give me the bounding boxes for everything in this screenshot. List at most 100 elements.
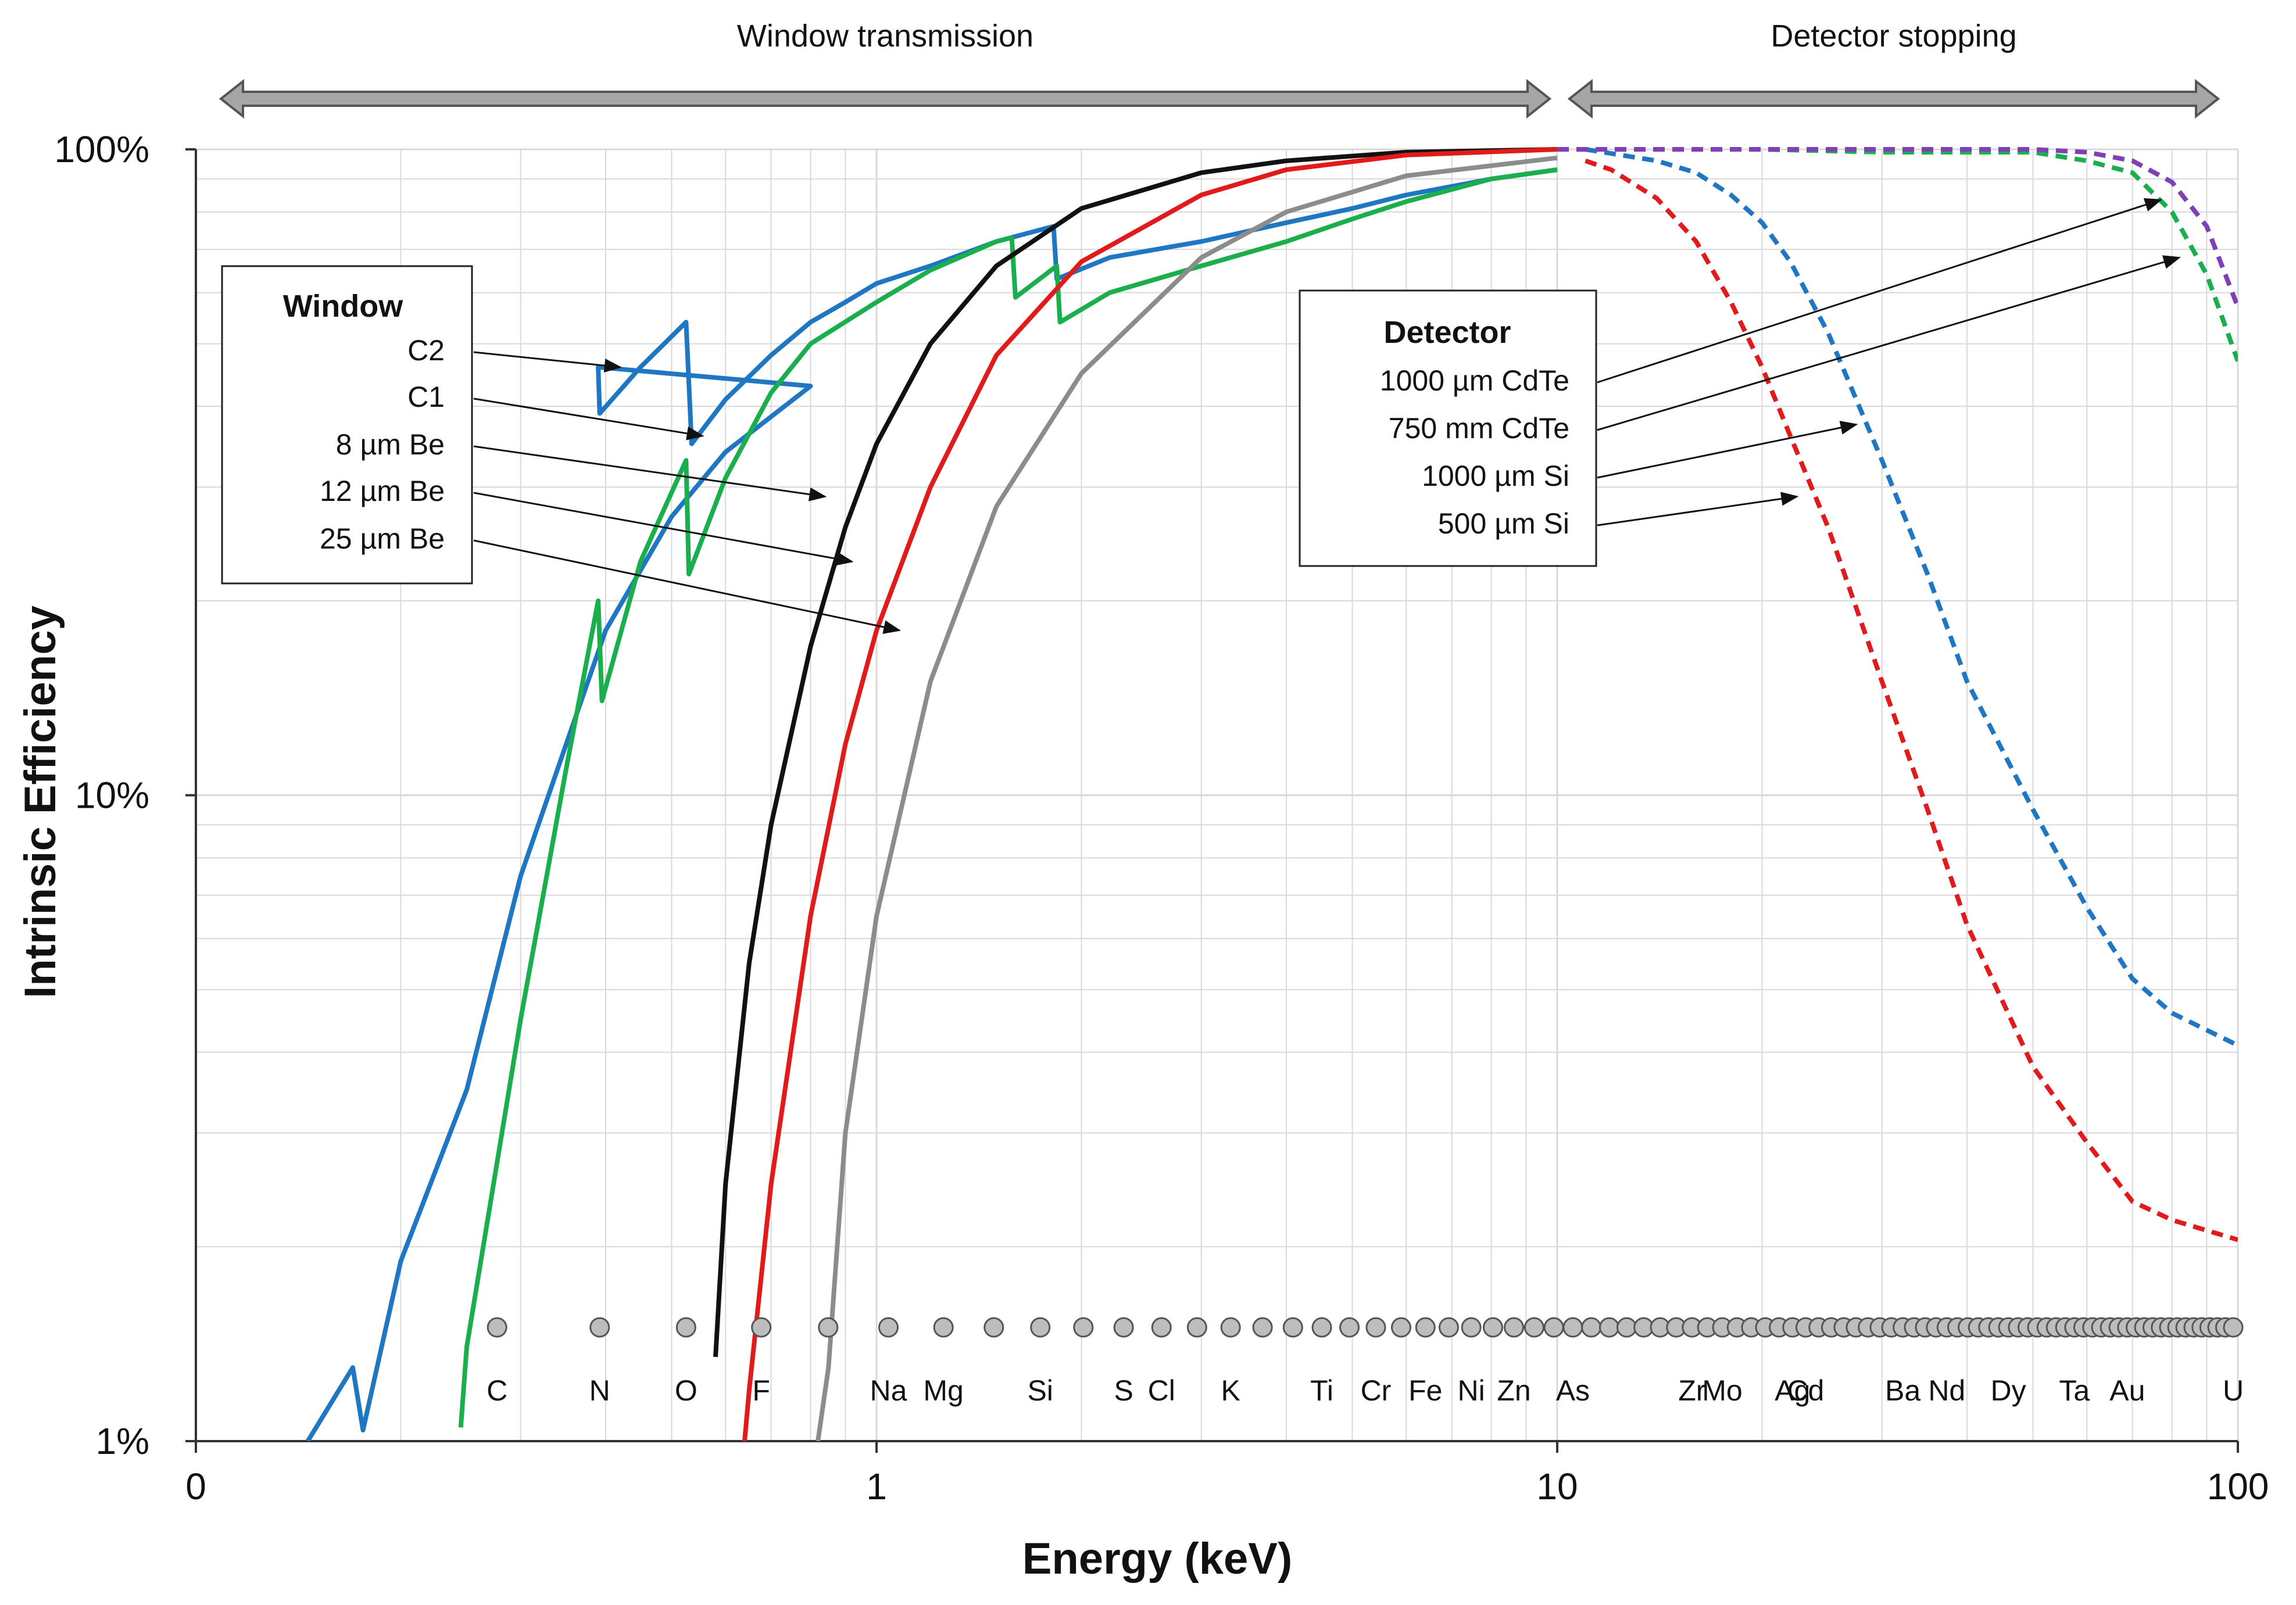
element-marker bbox=[1339, 1317, 1360, 1338]
window-legend-arrow bbox=[473, 492, 854, 566]
detector-legend-title: Detector bbox=[1383, 315, 1511, 350]
element-marker bbox=[2223, 1317, 2244, 1338]
element-label: F bbox=[752, 1374, 770, 1407]
window-legend-entry: 25 µm Be bbox=[320, 522, 445, 555]
element-label: Fe bbox=[1408, 1374, 1442, 1407]
element-marker bbox=[984, 1317, 1004, 1338]
x-tick-label: 100 bbox=[2207, 1466, 2269, 1507]
element-marker bbox=[487, 1317, 507, 1338]
series-12-m-be bbox=[742, 147, 1558, 1441]
element-marker bbox=[1365, 1317, 1386, 1338]
element-label: K bbox=[1221, 1374, 1240, 1407]
element-marker bbox=[878, 1317, 899, 1338]
element-marker bbox=[1415, 1317, 1436, 1338]
element-label: N bbox=[589, 1374, 610, 1407]
series-c1 bbox=[458, 167, 1558, 1428]
window-legend-entry: C1 bbox=[407, 381, 445, 413]
element-marker bbox=[1438, 1317, 1459, 1338]
element-marker bbox=[933, 1317, 954, 1338]
y-axis-title: Intrinsic Efficiency bbox=[16, 606, 65, 998]
range-label: Detector stopping bbox=[1771, 19, 2016, 53]
detector-legend-arrow bbox=[1597, 198, 2162, 384]
element-label: U bbox=[2223, 1374, 2244, 1407]
element-marker bbox=[751, 1317, 772, 1338]
series-500-m-si bbox=[1585, 158, 2238, 1242]
x-tick-label: 1 bbox=[866, 1466, 887, 1507]
x-axis-title: Energy (keV) bbox=[1022, 1534, 1293, 1583]
element-marker bbox=[818, 1317, 839, 1338]
grid-lines bbox=[195, 148, 2239, 1442]
element-marker bbox=[1461, 1317, 1482, 1338]
window-legend-title: Window bbox=[283, 289, 403, 324]
element-marker bbox=[1390, 1317, 1411, 1338]
detector-legend-entry: 1000 µm Si bbox=[1422, 460, 1569, 492]
detector-legend-box bbox=[1299, 289, 1597, 567]
element-label: Dy bbox=[1991, 1374, 2026, 1407]
element-label: Ti bbox=[1310, 1374, 1333, 1407]
element-marker bbox=[1186, 1317, 1207, 1338]
detector-legend-arrow bbox=[1597, 421, 1858, 479]
element-label: Ni bbox=[1458, 1374, 1485, 1407]
series-750-mm-cdte bbox=[1557, 147, 2238, 362]
detector-legend-arrow bbox=[1597, 492, 1799, 526]
element-marker bbox=[1482, 1317, 1503, 1338]
window-legend-arrow bbox=[473, 539, 902, 634]
element-marker bbox=[1220, 1317, 1241, 1338]
detector-legend-arrow bbox=[1597, 255, 2181, 431]
range-arrow bbox=[219, 78, 1552, 119]
range-label: Window transmission bbox=[737, 19, 1033, 53]
element-marker bbox=[1504, 1317, 1525, 1338]
element-marker bbox=[1282, 1317, 1303, 1338]
element-label: C bbox=[487, 1374, 507, 1407]
element-label: Na bbox=[870, 1374, 907, 1407]
element-marker bbox=[1581, 1317, 1602, 1338]
range-arrow bbox=[1567, 78, 2220, 119]
y-tick-label: 100% bbox=[54, 128, 149, 170]
element-label: Cr bbox=[1361, 1374, 1392, 1407]
window-legend-arrow bbox=[473, 445, 827, 501]
range-arrows: Window transmission Detector stopping bbox=[219, 19, 2220, 119]
element-marker bbox=[1151, 1317, 1172, 1338]
series-25-m-be bbox=[816, 155, 1558, 1441]
series-8-m-be bbox=[713, 147, 1558, 1357]
series-c2 bbox=[306, 167, 1558, 1441]
element-marker bbox=[1543, 1317, 1564, 1338]
element-marker bbox=[1073, 1317, 1094, 1338]
element-label: Nd bbox=[1928, 1374, 1965, 1407]
window-legend-arrow bbox=[473, 397, 704, 440]
element-marker bbox=[1523, 1317, 1544, 1338]
detector-legend-entry: 750 mm CdTe bbox=[1389, 412, 1569, 445]
element-marker bbox=[1311, 1317, 1332, 1338]
detector-legend-entry: 500 µm Si bbox=[1438, 507, 1569, 540]
element-label: Ta bbox=[2059, 1374, 2090, 1407]
window-legend-box bbox=[221, 265, 473, 585]
element-marker bbox=[1030, 1317, 1051, 1338]
element-label: Cd bbox=[1787, 1374, 1824, 1407]
element-marker bbox=[1252, 1317, 1273, 1338]
detector-legend-entry: 1000 µm CdTe bbox=[1380, 364, 1569, 397]
element-label: Mg bbox=[923, 1374, 963, 1407]
element-label: Cl bbox=[1148, 1374, 1175, 1407]
element-marker bbox=[675, 1317, 696, 1338]
y-tick-label: 1% bbox=[96, 1420, 150, 1462]
element-marker bbox=[1113, 1317, 1134, 1338]
axes: 1% 10% 100% 0 1 10 100 bbox=[54, 128, 2269, 1507]
window-legend-arrow bbox=[473, 351, 622, 373]
x-tick-label: 0 bbox=[185, 1466, 206, 1507]
element-label: S bbox=[1114, 1374, 1133, 1407]
element-marker bbox=[589, 1317, 610, 1338]
element-label: O bbox=[675, 1374, 698, 1407]
window-legend-entry: 8 µm Be bbox=[336, 428, 445, 461]
element-label: Zn bbox=[1497, 1374, 1530, 1407]
window-legend-entry: C2 bbox=[407, 334, 445, 367]
element-marker bbox=[1598, 1317, 1619, 1338]
axis-labels: Intrinsic Efficiency Energy (keV) bbox=[16, 606, 1292, 1583]
element-label: Zr bbox=[1678, 1374, 1705, 1407]
element-label: Mo bbox=[1702, 1374, 1742, 1407]
series-1000-m-si bbox=[1585, 147, 2238, 1048]
x-tick-label: 10 bbox=[1536, 1466, 1578, 1507]
element-label: Ba bbox=[1885, 1374, 1921, 1407]
element-marker bbox=[1562, 1317, 1583, 1338]
element-label: Si bbox=[1027, 1374, 1053, 1407]
